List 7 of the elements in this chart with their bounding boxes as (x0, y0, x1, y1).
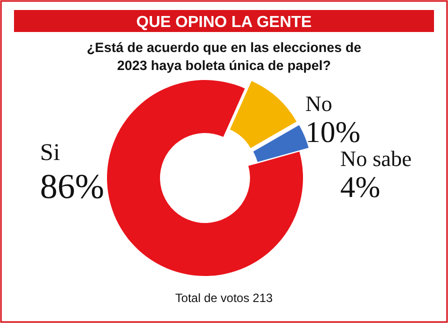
chart-subtitle: ¿Está de acuerdo que en las elecciones de 2023 haya boleta única de papel? (86, 40, 362, 73)
slice-label: Si (40, 140, 60, 166)
data-label: 86% (40, 167, 104, 206)
text: Total de votos 213 (175, 291, 274, 305)
slice-label: No (305, 91, 332, 116)
chart-title: QUE OPINO LA GENTE (136, 14, 312, 31)
data-label: 4% (340, 171, 380, 204)
